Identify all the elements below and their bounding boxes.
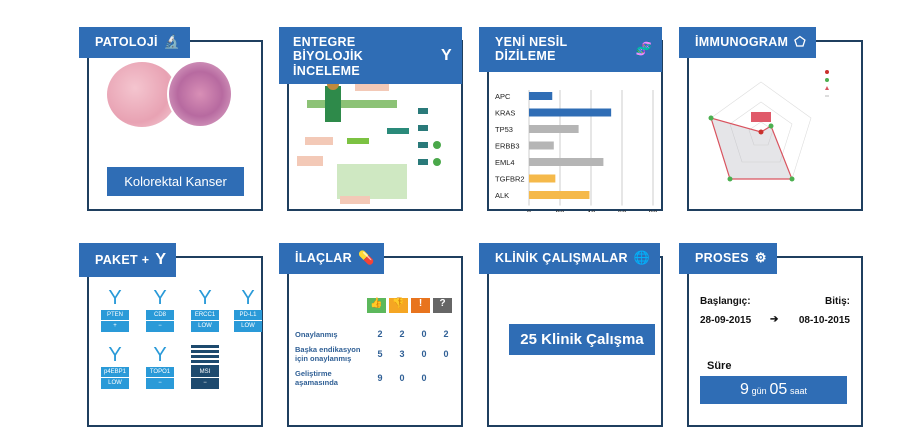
end-date: 08-10-2015 bbox=[798, 315, 850, 326]
marker-status: LOW bbox=[101, 378, 129, 389]
thumbs-down-icon: 👎 bbox=[389, 298, 408, 313]
card-title: PATOLOJİ 🔬 bbox=[79, 27, 191, 58]
x-tick-label: 40 bbox=[587, 210, 596, 213]
table-row: Geliştirme aşamasında 9 0 0 bbox=[295, 369, 427, 387]
card-title: PROSES ⚙ bbox=[679, 243, 777, 274]
card-title: İLAÇLAR 💊 bbox=[279, 243, 385, 274]
antibody-icon: Y bbox=[153, 344, 167, 366]
end-label: Bitiş: bbox=[825, 296, 850, 307]
dna-icon: 🧬 bbox=[635, 40, 652, 56]
card-title: İMMUNOGRAM ⬠ bbox=[679, 27, 816, 58]
marker-3[interactable]: Y PD-L1 LOW bbox=[234, 288, 262, 332]
card-ngs[interactable]: YENİ NESİL DİZİLEME🧬 0 20 40 60 80 APC KRAS TP5… bbox=[479, 27, 663, 213]
marker-0[interactable]: Y PTEN + bbox=[101, 288, 129, 332]
marker-name: PTEN bbox=[101, 310, 129, 321]
card-title: PAKET + Y bbox=[79, 243, 177, 278]
antibody-icon: Y bbox=[108, 344, 122, 366]
tissue-image bbox=[107, 62, 177, 127]
question-icon: ? bbox=[433, 298, 452, 313]
thumbs-up-icon: 👍 bbox=[367, 298, 386, 313]
category-label: TP53 bbox=[495, 125, 513, 134]
x-tick-label: 80 bbox=[649, 210, 658, 213]
marker-6[interactable]: MSI − bbox=[191, 345, 219, 389]
marker-status: − bbox=[146, 378, 174, 389]
card-title: ENTEGRE BİYOLOJİK İNCELEME Y bbox=[279, 27, 462, 85]
antibody-icon: Y bbox=[241, 287, 255, 309]
card-patoloji[interactable]: PATOLOJİ 🔬 Kolorektal Kanser bbox=[79, 27, 263, 212]
card-klinik[interactable]: KLİNİK ÇALIŞMALAR 🌐 25 Klinik Çalışma bbox=[479, 243, 663, 428]
gears-icon: ⚙ bbox=[754, 250, 767, 265]
radar-series bbox=[710, 117, 793, 180]
marker-status: − bbox=[191, 378, 219, 389]
marker-status: − bbox=[146, 321, 174, 332]
category-label: ALK bbox=[495, 191, 509, 200]
card-title: KLİNİK ÇALIŞMALAR 🌐 bbox=[479, 243, 661, 274]
start-date: 28-09-2015 bbox=[700, 315, 752, 326]
arrow-right-icon: ➔ bbox=[770, 314, 779, 325]
marker-name: MSI bbox=[191, 367, 219, 378]
card-entegre[interactable]: ENTEGRE BİYOLOJİK İNCELEME Y bbox=[279, 27, 463, 212]
bar-TGFBR2 bbox=[529, 174, 556, 183]
marker-2[interactable]: Y ERCC1 LOW bbox=[191, 288, 219, 332]
category-label: APC bbox=[495, 92, 511, 101]
bar-EML4 bbox=[529, 158, 604, 166]
x-tick-label: 60 bbox=[618, 210, 627, 213]
antibody-icon: Y bbox=[198, 287, 212, 309]
start-label: Başlangıç: bbox=[700, 296, 751, 307]
radar-legend bbox=[825, 70, 829, 97]
duration-label: Süre bbox=[707, 360, 732, 372]
radar-chart bbox=[708, 70, 829, 182]
radar-points bbox=[708, 115, 795, 182]
pills-icon: 💊 bbox=[357, 250, 375, 265]
clinical-trials-button[interactable]: 25 Klinik Çalışma bbox=[509, 324, 655, 355]
marker-name: TOPO1 bbox=[146, 367, 174, 378]
status-icons: 👍 👎 ! ? bbox=[367, 298, 452, 313]
category-label: EML4 bbox=[495, 158, 515, 167]
bar-APC bbox=[529, 92, 553, 100]
bar-ALK bbox=[529, 191, 590, 199]
card-title: YENİ NESİL DİZİLEME 🧬 bbox=[479, 27, 662, 72]
pentagon-icon: ⬠ bbox=[794, 34, 806, 49]
card-immunogram[interactable]: İMMUNOGRAM ⬠ bbox=[679, 27, 863, 212]
table-row: Onaylanmış 2 2 0 2 bbox=[295, 329, 449, 339]
category-label: KRAS bbox=[495, 109, 515, 118]
diagnosis-button[interactable]: Kolorektal Kanser bbox=[107, 167, 244, 196]
microscope-icon: 🔬 bbox=[163, 34, 181, 49]
table-row: Başka endikasyon için onaylanmış 5 3 0 0 bbox=[295, 345, 449, 363]
x-tick-label: 20 bbox=[556, 210, 565, 213]
antibody-icon: Y bbox=[153, 287, 167, 309]
tissue-image-zoom bbox=[167, 60, 233, 128]
ngs-bar-chart: 020406080APCKRASTP53ERBB3EML4TGFBR2ALKDe… bbox=[495, 90, 658, 213]
pathway-diagram bbox=[297, 78, 441, 204]
antibody-icon: Y bbox=[441, 47, 452, 65]
antibody-icon: Y bbox=[108, 287, 122, 309]
category-label: ERBB3 bbox=[495, 142, 520, 151]
marker-status: + bbox=[101, 321, 129, 332]
marker-status: LOW bbox=[191, 321, 219, 332]
marker-status: LOW bbox=[234, 321, 262, 332]
marker-1[interactable]: Y CD8− bbox=[146, 288, 174, 332]
marker-name: p4EBP1 bbox=[101, 367, 129, 378]
marker-name: ERCC1 bbox=[191, 310, 219, 321]
bar-ERBB3 bbox=[529, 141, 554, 150]
card-ilaclar[interactable]: İLAÇLAR 💊 👍 👎 ! ? Onaylanmış 2 2 0 2 Başka en… bbox=[279, 243, 463, 428]
marker-name: CD8 bbox=[146, 310, 174, 321]
duration-value: 9 gün 05 saat bbox=[700, 376, 847, 404]
tissue-icon bbox=[191, 345, 219, 367]
marker-name: PD-L1 bbox=[234, 310, 262, 321]
drug-table: Onaylanmış 2 2 0 2 Başka endikasyon için ona… bbox=[295, 326, 457, 390]
bar-TP53 bbox=[529, 125, 579, 133]
bar-KRAS bbox=[529, 108, 612, 117]
marker-5[interactable]: Y TOPO1− bbox=[146, 345, 174, 389]
globe-icon: 🌐 bbox=[633, 250, 651, 265]
warning-icon: ! bbox=[411, 298, 430, 313]
antibody-icon: Y bbox=[155, 251, 167, 268]
card-proses[interactable]: PROSES ⚙ Başlangıç: Bitiş: 28-09-2015 ➔ 0… bbox=[679, 243, 863, 428]
x-tick-label: 0 bbox=[527, 210, 532, 213]
category-label: TGFBR2 bbox=[495, 175, 525, 184]
